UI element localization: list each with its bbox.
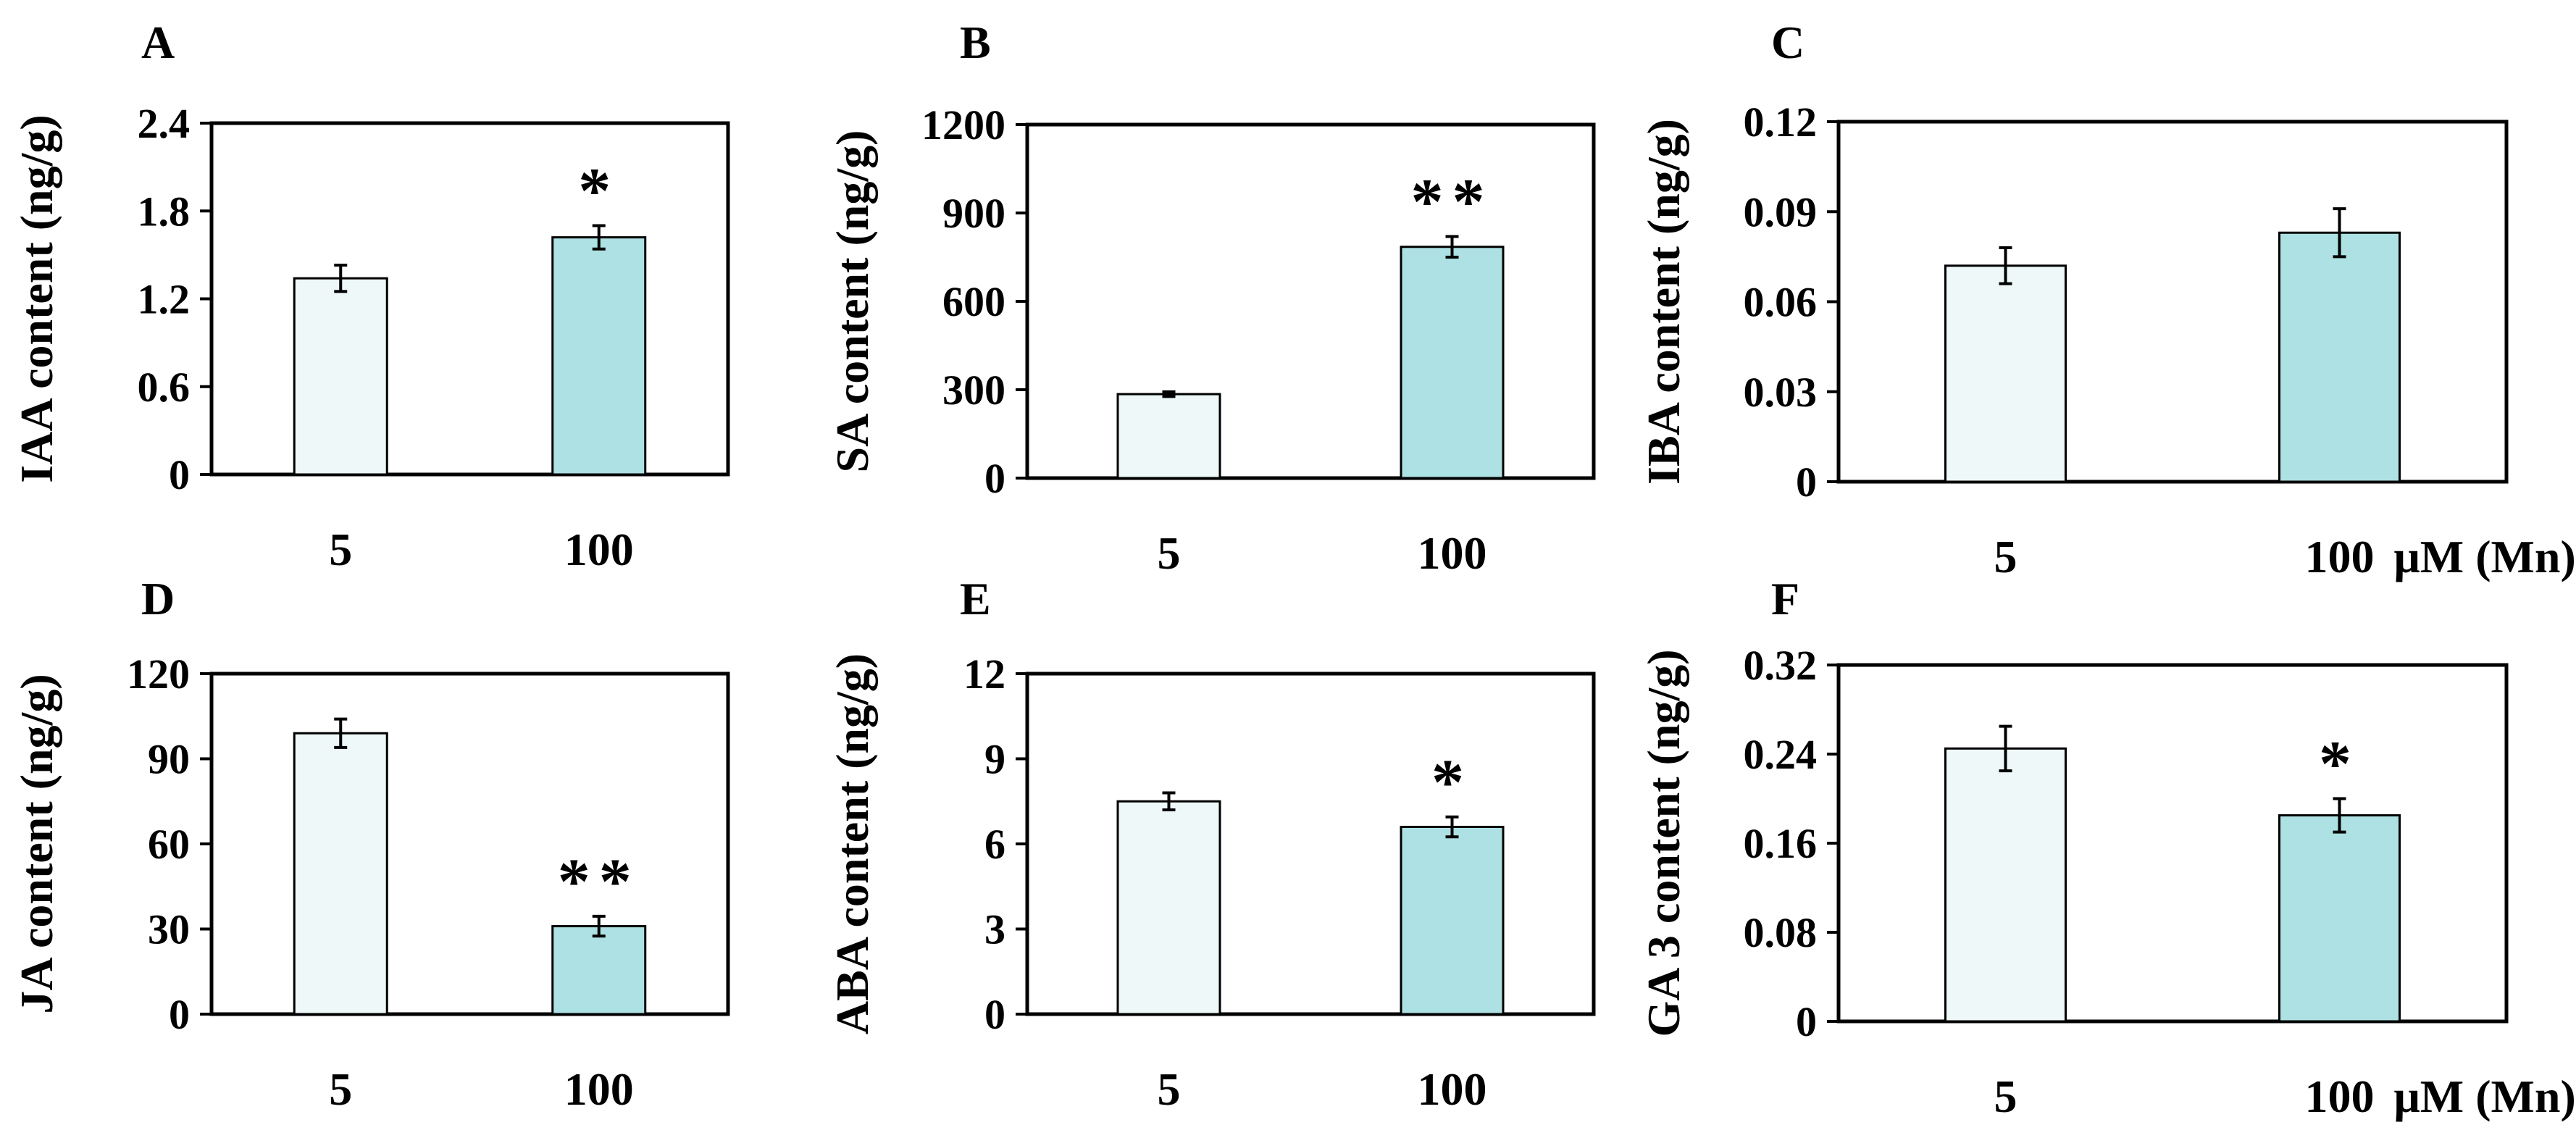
bar-e-100 (1400, 826, 1505, 1016)
bar-f-5 (1944, 747, 2067, 1023)
bar-a-100 (551, 236, 647, 476)
ytick-label-c-3: 0.09 (1744, 188, 1818, 235)
ytick-label-c-2: 0.06 (1744, 279, 1818, 326)
bar-f-100 (2278, 814, 2401, 1023)
xtick-label-d-1: 100 (564, 1063, 634, 1115)
errorbar-c-5 (1999, 246, 2012, 285)
panel-c: 0 0.03 0.06 0.09 0.12 IBA content (ng/g) C 5 100… (1638, 17, 2576, 582)
panel-letter-c: C (1771, 17, 1805, 68)
errorbar-a-5 (334, 264, 348, 293)
ytick-label-d-4: 120 (127, 650, 190, 698)
errorbar-f-5 (1999, 724, 2012, 773)
ytick-label-f-2: 0.16 (1744, 820, 1818, 867)
errorbar-f-100 (2333, 797, 2346, 834)
panel-e: 0 3 6 9 12 ABA content (ng/g) E 5 * 100 (827, 573, 1596, 1115)
errorbar-d-100 (592, 914, 606, 938)
ytick-label-e-0: 0 (984, 991, 1005, 1038)
plot-frame-a (209, 121, 730, 477)
ytick-label-f-0: 0 (1796, 998, 1817, 1045)
xtick-label-a-1: 100 (564, 524, 634, 575)
panel-letter-d: D (141, 573, 175, 624)
ytick-label-f-3: 0.24 (1744, 731, 1818, 778)
ytick-label-a-1: 0.6 (138, 364, 191, 411)
errorbar-a-100 (592, 224, 606, 251)
xtick-label-c-0: 5 (1994, 531, 2017, 582)
panel-letter-a: A (141, 17, 175, 68)
panel-letter-b: B (960, 17, 991, 68)
bar-a-5 (293, 277, 388, 476)
ylabel-f: GA 3 content (ng/g) (1638, 649, 1689, 1037)
panel-a: 0 0.6 1.2 1.8 2.4 IAA content (ng/g) A 5 * 100 (11, 17, 730, 575)
bar-e-5 (1116, 800, 1221, 1016)
ytick-label-d-1: 30 (148, 906, 190, 953)
ytick-label-c-4: 0.12 (1744, 99, 1818, 146)
ytick-label-d-3: 90 (148, 736, 190, 783)
ytick-label-a-4: 2.4 (138, 100, 191, 147)
bar-d-5 (293, 732, 388, 1016)
ylabel-c: IBA content (ng/g) (1638, 119, 1689, 485)
ytick-label-b-1: 300 (942, 367, 1005, 414)
xtick-label-e-0: 5 (1158, 1063, 1181, 1115)
ytick-label-d-2: 60 (148, 821, 190, 868)
bar-b-100 (1400, 246, 1505, 480)
plot-frame-f (1836, 663, 2509, 1024)
errorbar-b-100 (1445, 235, 1459, 259)
ylabel-d: JA content (ng/g) (11, 674, 62, 1013)
ytick-label-f-4: 0.32 (1744, 642, 1818, 689)
plot-frame-c (1836, 120, 2509, 484)
panel-f: 0 0.08 0.16 0.24 0.32 GA 3 content (ng/g) F 5 * 1… (1638, 573, 2576, 1122)
panel-b: 0 300 600 900 1200 SA content (ng/g) B 5 ** 100 (827, 17, 1596, 579)
ytick-label-b-2: 600 (942, 278, 1005, 325)
ytick-label-e-2: 6 (984, 821, 1005, 868)
significance-a-1: * (578, 155, 619, 227)
bar-c-5 (1944, 264, 2067, 483)
panel-letter-f: F (1771, 573, 1799, 624)
bar-c-100 (2278, 231, 2401, 483)
errorbar-e-100 (1445, 815, 1459, 839)
ytick-label-c-0: 0 (1796, 459, 1817, 506)
xtick-label-d-0: 5 (329, 1063, 352, 1115)
ytick-label-a-2: 1.2 (138, 276, 191, 323)
ytick-label-b-4: 1200 (921, 101, 1005, 148)
ytick-label-a-0: 0 (169, 451, 190, 498)
xtick-label-e-1: 100 (1418, 1063, 1487, 1115)
significance-f-1: * (2319, 729, 2360, 800)
ytick-label-e-4: 12 (963, 650, 1005, 698)
x-unit-label-c: μM (Mn) (2394, 531, 2576, 582)
plot-frame-d (209, 671, 730, 1016)
ytick-label-e-3: 9 (984, 736, 1005, 783)
significance-b-1: ** (1411, 167, 1494, 238)
plot-frame-e (1025, 671, 1596, 1016)
errorbar-e-5 (1162, 791, 1176, 811)
xtick-label-b-0: 5 (1158, 527, 1181, 579)
ylabel-e: ABA content (ng/g) (827, 653, 878, 1034)
xtick-label-f-1: 100 (2305, 1071, 2375, 1122)
ytick-label-b-0: 0 (984, 455, 1005, 502)
ytick-label-e-1: 3 (984, 906, 1005, 953)
xtick-label-b-1: 100 (1418, 527, 1487, 579)
significance-d-1: ** (558, 846, 640, 918)
bar-b-5 (1116, 393, 1221, 480)
ylabel-a: IAA content (ng/g) (11, 114, 62, 482)
xtick-label-c-1: 100 (2305, 531, 2375, 582)
ytick-label-d-0: 0 (169, 991, 190, 1038)
xtick-label-a-0: 5 (329, 524, 352, 575)
panel-letter-e: E (960, 573, 991, 624)
ytick-label-a-3: 1.8 (138, 188, 191, 235)
ytick-label-c-1: 0.03 (1744, 369, 1818, 416)
xtick-label-f-0: 5 (1994, 1071, 2017, 1122)
errorbar-b-5 (1162, 390, 1176, 398)
panel-d: 0 30 60 90 120 JA content (ng/g) D 5 ** 100 (11, 573, 730, 1115)
bar-d-100 (551, 925, 647, 1016)
ytick-label-f-1: 0.08 (1744, 909, 1818, 956)
ylabel-b: SA content (ng/g) (827, 130, 878, 473)
errorbar-d-5 (334, 717, 348, 749)
significance-e-1: * (1431, 747, 1473, 819)
plot-frame-b (1025, 122, 1596, 480)
ytick-label-b-3: 900 (942, 190, 1005, 237)
errorbar-c-100 (2333, 207, 2346, 259)
x-unit-label-f: μM (Mn) (2394, 1071, 2576, 1122)
